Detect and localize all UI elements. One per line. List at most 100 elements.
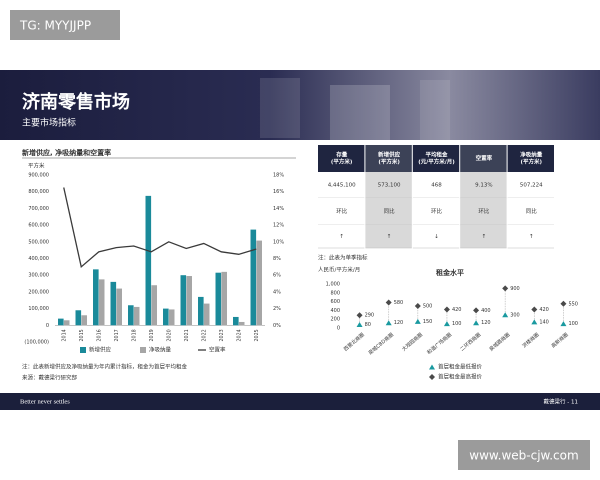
high-marker — [473, 307, 480, 314]
data-label: 120 — [481, 320, 491, 326]
legend-label: 净吸纳量 — [149, 346, 172, 354]
table-header-cell — [460, 145, 507, 172]
line — [63, 187, 257, 269]
watermark-box — [458, 440, 590, 470]
y-tick-label: (100,000) — [24, 340, 49, 346]
data-label: 420 — [539, 307, 549, 313]
bar — [180, 275, 187, 326]
table-cell-text: 507,224 — [520, 183, 543, 189]
table-cell — [460, 225, 507, 248]
table-cell — [507, 172, 554, 198]
table-header-cell — [507, 145, 554, 172]
x-tick-label: 和谐广场商圈 — [426, 331, 453, 356]
chart-title: 新增供应, 净吸纳量和空置率 — [22, 148, 111, 157]
x-tick-label: 二环西商圈 — [459, 331, 483, 352]
data-label: 80 — [365, 322, 371, 328]
y2-tick-label: 12% — [273, 223, 284, 229]
y-axis-label: 平方米 — [28, 162, 45, 170]
high-marker — [560, 300, 567, 307]
table-header-text: (平方米) — [378, 158, 400, 166]
table-cell — [365, 198, 412, 225]
bar — [250, 229, 257, 326]
y-tick-label: 0 — [46, 323, 49, 329]
table-cell-text: 同比 — [384, 207, 396, 215]
data-label: 400 — [481, 308, 491, 314]
low-marker — [502, 312, 509, 318]
x-tick-label: 西营北商圈 — [342, 331, 366, 352]
watermark: TG: MYYJJPP — [19, 19, 91, 33]
x-tick-label: 2015 — [79, 329, 85, 341]
y-tick-label: 1,000 — [326, 282, 340, 288]
low-marker — [560, 321, 567, 327]
y-tick-label: 600 — [330, 299, 340, 305]
bar — [238, 321, 245, 326]
watermark: www.web-cjw.com — [469, 449, 578, 463]
y2-tick-label: 14% — [273, 206, 284, 212]
data-label: 900 — [510, 286, 520, 292]
table-header-text: (平方米) — [521, 158, 543, 166]
footer-bar — [0, 393, 600, 410]
table-header-text: 平均租金 — [425, 151, 448, 159]
y2-tick-label: 18% — [273, 173, 284, 179]
high-marker — [531, 306, 538, 313]
data-label: 550 — [568, 301, 578, 307]
y-tick-label: 400 — [330, 308, 340, 314]
table-cell-text: 9.13% — [475, 183, 492, 189]
bar — [198, 296, 204, 326]
footer-page: 戴德梁行 - 11 — [544, 398, 578, 406]
x-tick-label: 2023 — [219, 329, 225, 341]
data-label: 300 — [510, 312, 520, 318]
y-tick-label: 400,000 — [28, 256, 49, 262]
table-cell-text: ↓ — [434, 233, 439, 240]
table-header-text: 新增供应 — [378, 151, 401, 159]
y-tick-label: 100,000 — [28, 306, 49, 312]
y-tick-label: 0 — [337, 326, 340, 332]
footer-tagline: Better never settles — [20, 398, 70, 405]
x-tick-label: 2014 — [61, 329, 67, 341]
header-title: 济南零售市场 — [22, 91, 130, 113]
table-cell — [507, 225, 554, 248]
note: 注：此表新增供应及净吸纳量为年内累计指标，租金为首层平均租金 — [22, 363, 188, 371]
y-axis-label: 人民币/平方米/月 — [318, 266, 360, 274]
data-label: 420 — [452, 307, 462, 313]
y-tick-label: 600,000 — [28, 223, 49, 229]
table-cell-text: 同比 — [526, 207, 538, 215]
y2-tick-label: 6% — [273, 273, 281, 279]
table-header-text: 空置率 — [476, 154, 493, 162]
chart-title: 租金水平 — [436, 268, 464, 277]
legend-swatch — [429, 364, 435, 370]
bar — [151, 285, 157, 326]
x-tick-label: 大观园商圈 — [400, 331, 424, 352]
bar — [168, 309, 175, 326]
table-cell-text: 环比 — [478, 207, 490, 215]
bar — [215, 272, 222, 326]
header-image — [330, 85, 390, 140]
high-marker — [385, 299, 392, 306]
low-marker — [473, 320, 480, 326]
bar — [63, 320, 70, 326]
bar — [133, 306, 140, 326]
table-header-text: 存量 — [336, 151, 348, 159]
y2-tick-label: 16% — [273, 189, 284, 195]
table-cell — [460, 172, 507, 198]
table-cell — [412, 172, 460, 198]
high-marker — [443, 306, 450, 313]
data-label: 580 — [394, 300, 404, 306]
table-cell — [412, 198, 460, 225]
table-cell-text: ↑ — [482, 233, 487, 240]
low-marker — [531, 319, 538, 325]
table-cell — [365, 172, 412, 198]
bar — [116, 288, 122, 326]
bar — [221, 271, 227, 326]
table-cell-text: 468 — [431, 183, 442, 189]
table-cell — [507, 198, 554, 225]
legend-swatch — [140, 347, 146, 353]
bar — [98, 279, 105, 326]
x-tick-label: 泉城路商圈 — [488, 331, 512, 352]
high-marker — [502, 285, 509, 292]
table-cell-text: 4,445,100 — [328, 183, 356, 189]
y2-tick-label: 4% — [273, 289, 281, 295]
y-tick-label: 300,000 — [28, 273, 49, 279]
y-tick-label: 800 — [330, 290, 340, 296]
